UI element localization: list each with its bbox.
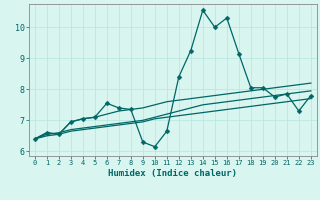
X-axis label: Humidex (Indice chaleur): Humidex (Indice chaleur) [108, 169, 237, 178]
